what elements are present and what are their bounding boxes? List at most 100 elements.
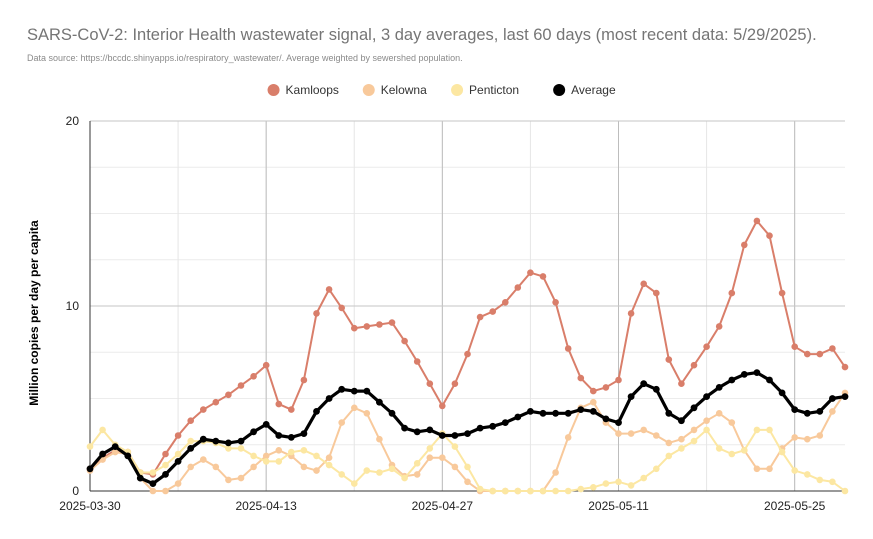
data-point-kamloops <box>464 350 471 358</box>
data-point-kelowna <box>703 417 710 425</box>
x-tick-label: 2025-04-13 <box>235 499 297 513</box>
data-point-average <box>514 413 522 421</box>
data-point-kamloops <box>212 398 220 406</box>
data-point-average <box>99 450 106 458</box>
data-point-kamloops <box>804 350 811 358</box>
data-point-penticton <box>627 482 635 489</box>
legend-marker-penticton <box>451 84 464 96</box>
data-point-kamloops <box>527 269 534 277</box>
x-tick-label: 2025-03-30 <box>59 499 121 513</box>
x-tick-label: 2025-04-27 <box>412 499 474 513</box>
legend-marker-average <box>553 84 566 96</box>
data-point-average <box>325 395 333 402</box>
data-point-penticton <box>690 437 698 445</box>
data-point-penticton <box>250 452 257 460</box>
data-point-kelowna <box>262 452 270 460</box>
data-point-penticton <box>741 447 748 454</box>
data-point-kamloops <box>351 324 358 332</box>
data-point-penticton <box>564 487 572 495</box>
data-point-kamloops <box>476 313 484 321</box>
data-point-average <box>577 406 585 413</box>
legend-label-kamloops: Kamloops <box>286 83 339 97</box>
data-point-average <box>615 419 622 426</box>
data-point-average <box>766 376 773 384</box>
data-point-average <box>388 409 396 417</box>
data-point-kelowna <box>552 469 559 476</box>
data-point-kamloops <box>602 384 610 391</box>
legend-label-kelowna: Kelowna <box>381 83 427 97</box>
data-point-penticton <box>816 476 824 484</box>
y-tick-label: 10 <box>66 299 80 313</box>
data-point-kelowna <box>590 398 597 406</box>
data-point-average <box>791 406 799 413</box>
data-point-average <box>174 458 182 465</box>
data-point-average <box>740 371 748 378</box>
data-point-penticton <box>514 487 522 495</box>
data-point-kelowna <box>275 447 283 454</box>
data-point-average <box>250 428 257 436</box>
data-point-penticton <box>363 467 371 474</box>
data-point-kelowna <box>791 434 798 441</box>
data-point-kamloops <box>401 337 408 345</box>
data-point-average <box>401 424 408 432</box>
data-point-kamloops <box>426 380 434 388</box>
data-point-average <box>86 465 94 473</box>
data-point-kelowna <box>149 487 157 495</box>
data-point-penticton <box>388 465 396 473</box>
data-point-kelowna <box>464 478 471 486</box>
legend-item-kelowna: Kelowna <box>362 83 427 97</box>
data-point-penticton <box>476 485 484 493</box>
data-point-average <box>501 419 509 426</box>
data-point-penticton <box>703 426 710 434</box>
data-point-kelowna <box>753 465 761 473</box>
legend-item-kamloops: Kamloops <box>267 83 339 97</box>
data-point-kamloops <box>514 284 522 291</box>
data-point-penticton <box>86 443 94 450</box>
data-point-penticton <box>275 458 283 465</box>
data-point-average <box>262 421 270 428</box>
grid-layer <box>89 120 845 491</box>
data-point-penticton <box>413 460 421 467</box>
data-point-average <box>464 430 471 437</box>
data-point-average <box>678 417 685 425</box>
data-point-kelowna <box>564 434 572 441</box>
data-point-kamloops <box>388 319 396 326</box>
data-point-kamloops <box>539 273 547 280</box>
data-point-kamloops <box>413 358 421 365</box>
data-point-kamloops <box>489 308 497 315</box>
data-point-kelowna <box>665 439 673 447</box>
data-point-kamloops <box>778 289 786 297</box>
data-point-kamloops <box>225 391 232 399</box>
data-point-kamloops <box>376 321 383 328</box>
axis-layer: 2025-03-30 2025-04-13 2025-04-27 2025-05-11… <box>59 114 845 513</box>
data-point-average <box>841 393 849 400</box>
data-point-average <box>778 389 786 397</box>
legend-item-average: Average <box>553 83 616 97</box>
data-point-penticton <box>325 461 333 469</box>
data-point-kamloops <box>552 299 559 306</box>
data-point-kelowna <box>250 463 257 471</box>
data-point-kelowna <box>715 410 723 417</box>
data-point-average <box>627 393 635 400</box>
data-point-penticton <box>841 487 849 495</box>
data-point-average <box>413 428 421 436</box>
data-point-kelowna <box>804 435 811 443</box>
series-average <box>86 369 849 487</box>
data-point-kamloops <box>816 350 824 358</box>
data-point-average <box>602 415 610 423</box>
data-point-kamloops <box>237 382 245 389</box>
data-point-penticton <box>288 448 295 456</box>
data-point-kamloops <box>665 356 673 363</box>
data-point-penticton <box>590 484 597 491</box>
chart-title: SARS-CoV-2: Interior Health wastewater s… <box>27 26 817 44</box>
x-tick-label: 2025-05-11 <box>588 499 649 513</box>
data-point-kelowna <box>325 454 333 462</box>
data-point-average <box>640 380 648 388</box>
data-point-average <box>212 437 220 445</box>
data-point-kamloops <box>577 374 585 382</box>
data-point-kelowna <box>627 430 635 437</box>
data-point-penticton <box>791 467 798 474</box>
data-point-penticton <box>376 469 383 476</box>
data-point-kelowna <box>653 432 660 439</box>
